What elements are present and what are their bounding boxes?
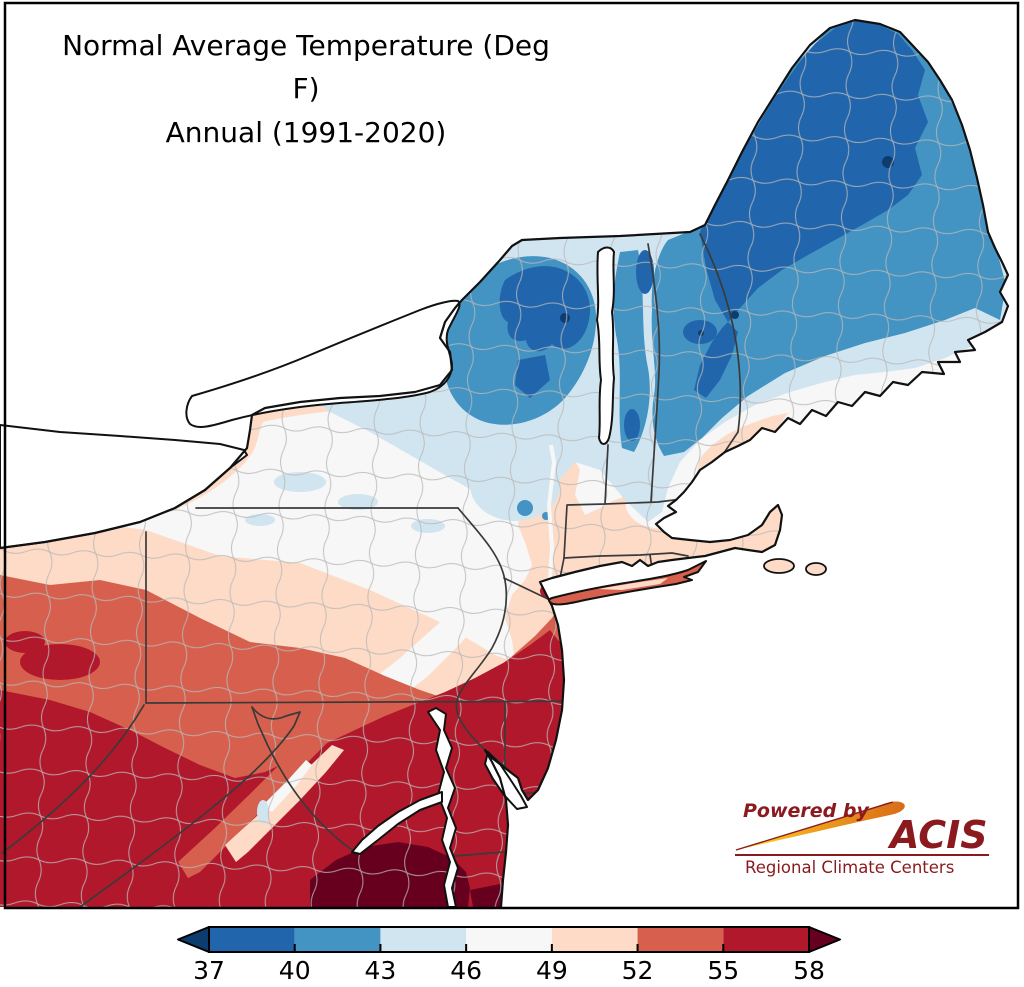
delaware-bay — [484, 751, 528, 810]
long-island — [548, 560, 707, 606]
title-line-2: Annual (1991-2020) — [165, 115, 447, 149]
colorbar-under-arrow — [177, 926, 210, 953]
colorbar-seg-49-52 — [551, 927, 638, 952]
colorbar: 37 40 43 46 49 52 55 58 — [177, 926, 841, 985]
colorbar-seg-37-40 — [209, 927, 295, 952]
acis-logo-graphic: Powered by ACIS Regional Climate Centers — [735, 800, 989, 877]
colorbar-ticks — [208, 944, 810, 952]
title-line-1: Normal Average Temperature (Deg F) — [62, 29, 550, 106]
colorbar-seg-43-46 — [380, 927, 467, 952]
state-borders — [1, 233, 742, 907]
tick-label: 55 — [707, 956, 739, 985]
chesapeake-bay — [427, 707, 459, 908]
colorbar-seg-55-58 — [723, 927, 810, 952]
acis-swoosh-edge — [735, 801, 894, 851]
colorbar-seg-46-49 — [466, 927, 552, 952]
map-title: Normal Average Temperature (Deg F) Annua… — [48, 24, 564, 154]
colorbar-over-arrow — [808, 926, 841, 953]
tick-label: 37 — [193, 956, 225, 985]
regional-climate-centers-text: Regional Climate Centers — [745, 858, 954, 877]
map-frame — [3, 1, 1020, 910]
coastline — [0, 18, 1010, 908]
potomac-river — [351, 791, 443, 855]
nantucket — [805, 562, 827, 576]
tick-label: 52 — [622, 956, 654, 985]
tick-label: 43 — [365, 956, 397, 985]
colorbar-seg-40-43 — [294, 927, 381, 952]
lake-champlain — [596, 246, 615, 445]
tick-label: 49 — [536, 956, 568, 985]
acis-swoosh-icon — [736, 801, 905, 850]
colorbar-seg-52-55 — [637, 927, 724, 952]
islands — [548, 558, 827, 606]
marthas-vineyard — [763, 558, 795, 574]
colorbar-labels: 37 40 43 46 49 52 55 58 — [193, 956, 825, 985]
acis-wordmark: ACIS — [887, 813, 988, 857]
tick-label: 58 — [793, 956, 825, 985]
tick-label: 46 — [450, 956, 482, 985]
powered-by-text: Powered by — [743, 800, 870, 822]
colorbar-outline — [208, 926, 810, 953]
long-island-center-patch — [598, 578, 668, 590]
tick-label: 40 — [279, 956, 311, 985]
acis-logo: Powered by ACIS Regional Climate Centers — [733, 793, 995, 883]
